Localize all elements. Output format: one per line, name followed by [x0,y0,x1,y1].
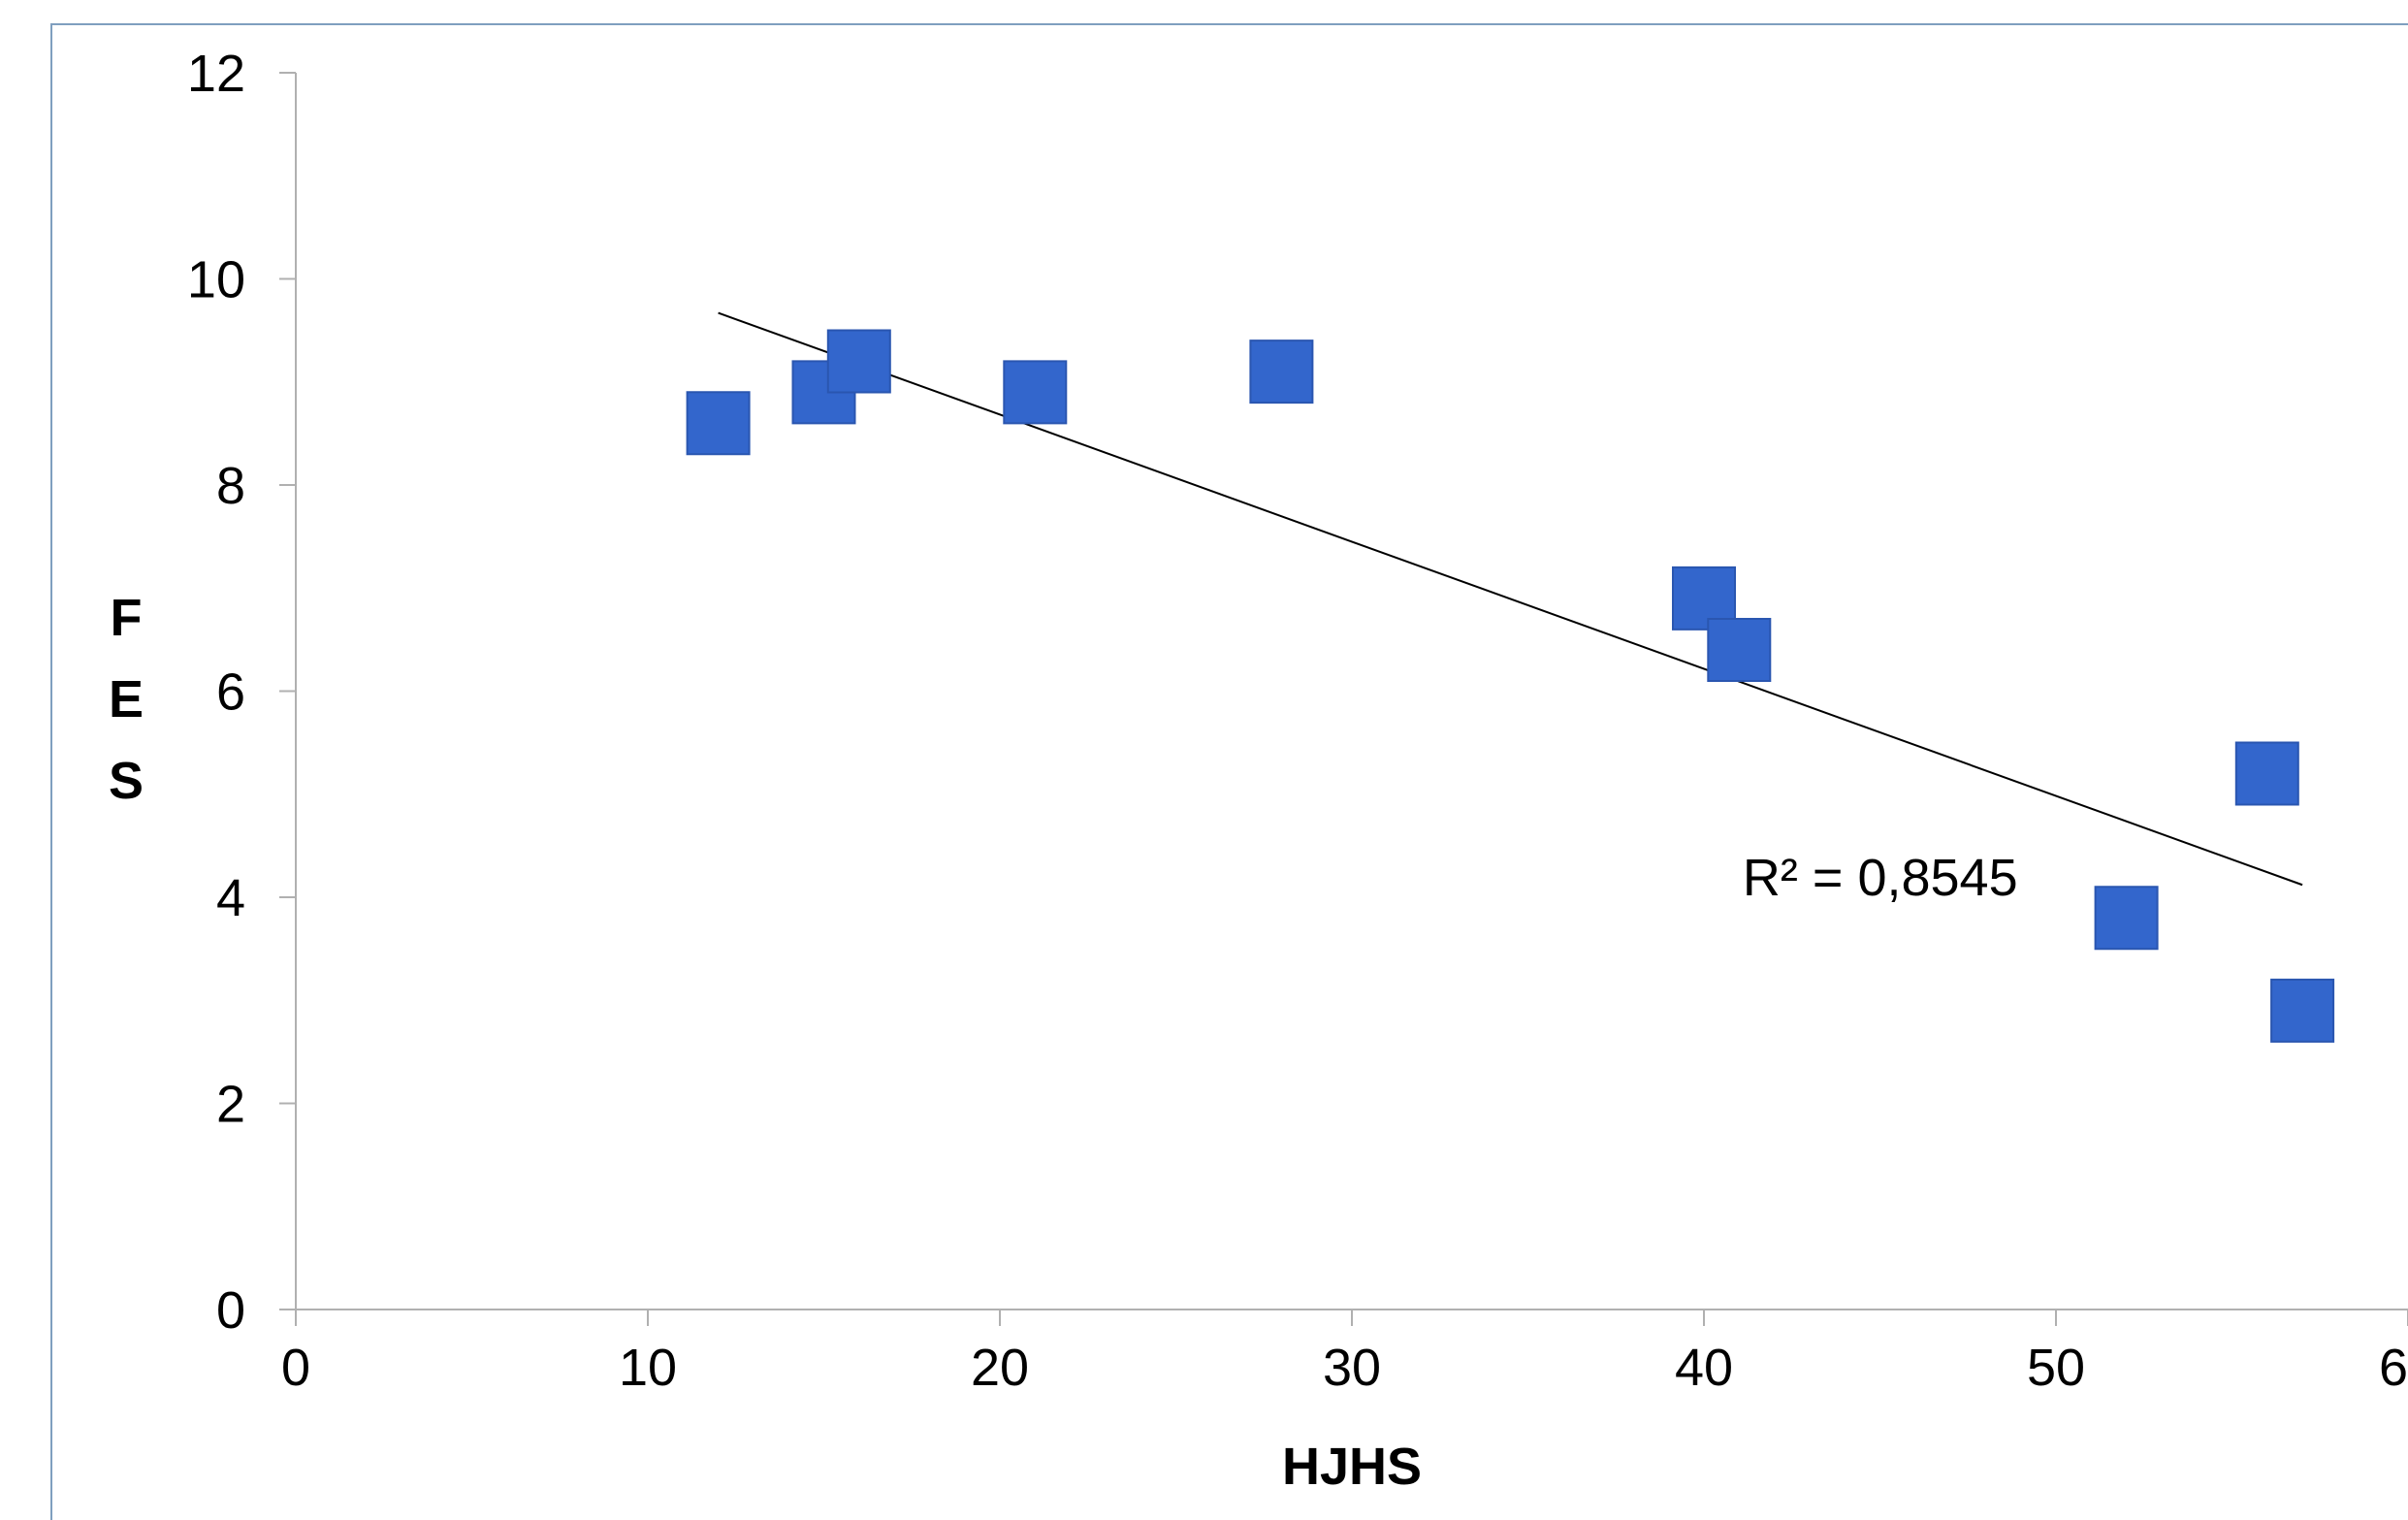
data-point [2234,741,2299,806]
data-point [826,329,891,394]
trendline [718,311,2303,887]
x-tick-label: 20 [971,1339,1029,1397]
data-point [686,391,751,456]
data-point [1249,340,1314,404]
y-tick-label: 0 [216,1281,245,1340]
data-point [2094,886,2159,951]
x-tick-label: 10 [619,1339,677,1397]
x-tick-label: 30 [1323,1339,1381,1397]
y-tick-label: 6 [216,663,245,722]
data-point [1707,618,1772,682]
y-tick-label: 4 [216,869,245,927]
x-tick-label: 50 [2027,1339,2085,1397]
data-point [1003,360,1068,425]
x-tick-label: 40 [1675,1339,1733,1397]
x-tick-label: 60 [2379,1339,2408,1397]
y-tick-label: 12 [187,45,245,103]
trendline-group [718,311,2303,887]
data-point [1672,566,1736,631]
y-tick-label: 10 [187,251,245,309]
y-tick-label: 2 [216,1076,245,1134]
r-squared-annotation: R² = 0,8545 [1743,849,2018,907]
y-tick-label: 8 [216,457,245,515]
axes: 0 2 4 6 8 10 12 0 10 20 30 40 50 60 [187,45,2408,1397]
x-tick-label: 0 [281,1339,310,1397]
data-point [2270,978,2335,1043]
data-points [686,329,2335,1043]
chart-frame [50,23,2408,1520]
x-axis-title: HJHS [1282,1438,1422,1496]
